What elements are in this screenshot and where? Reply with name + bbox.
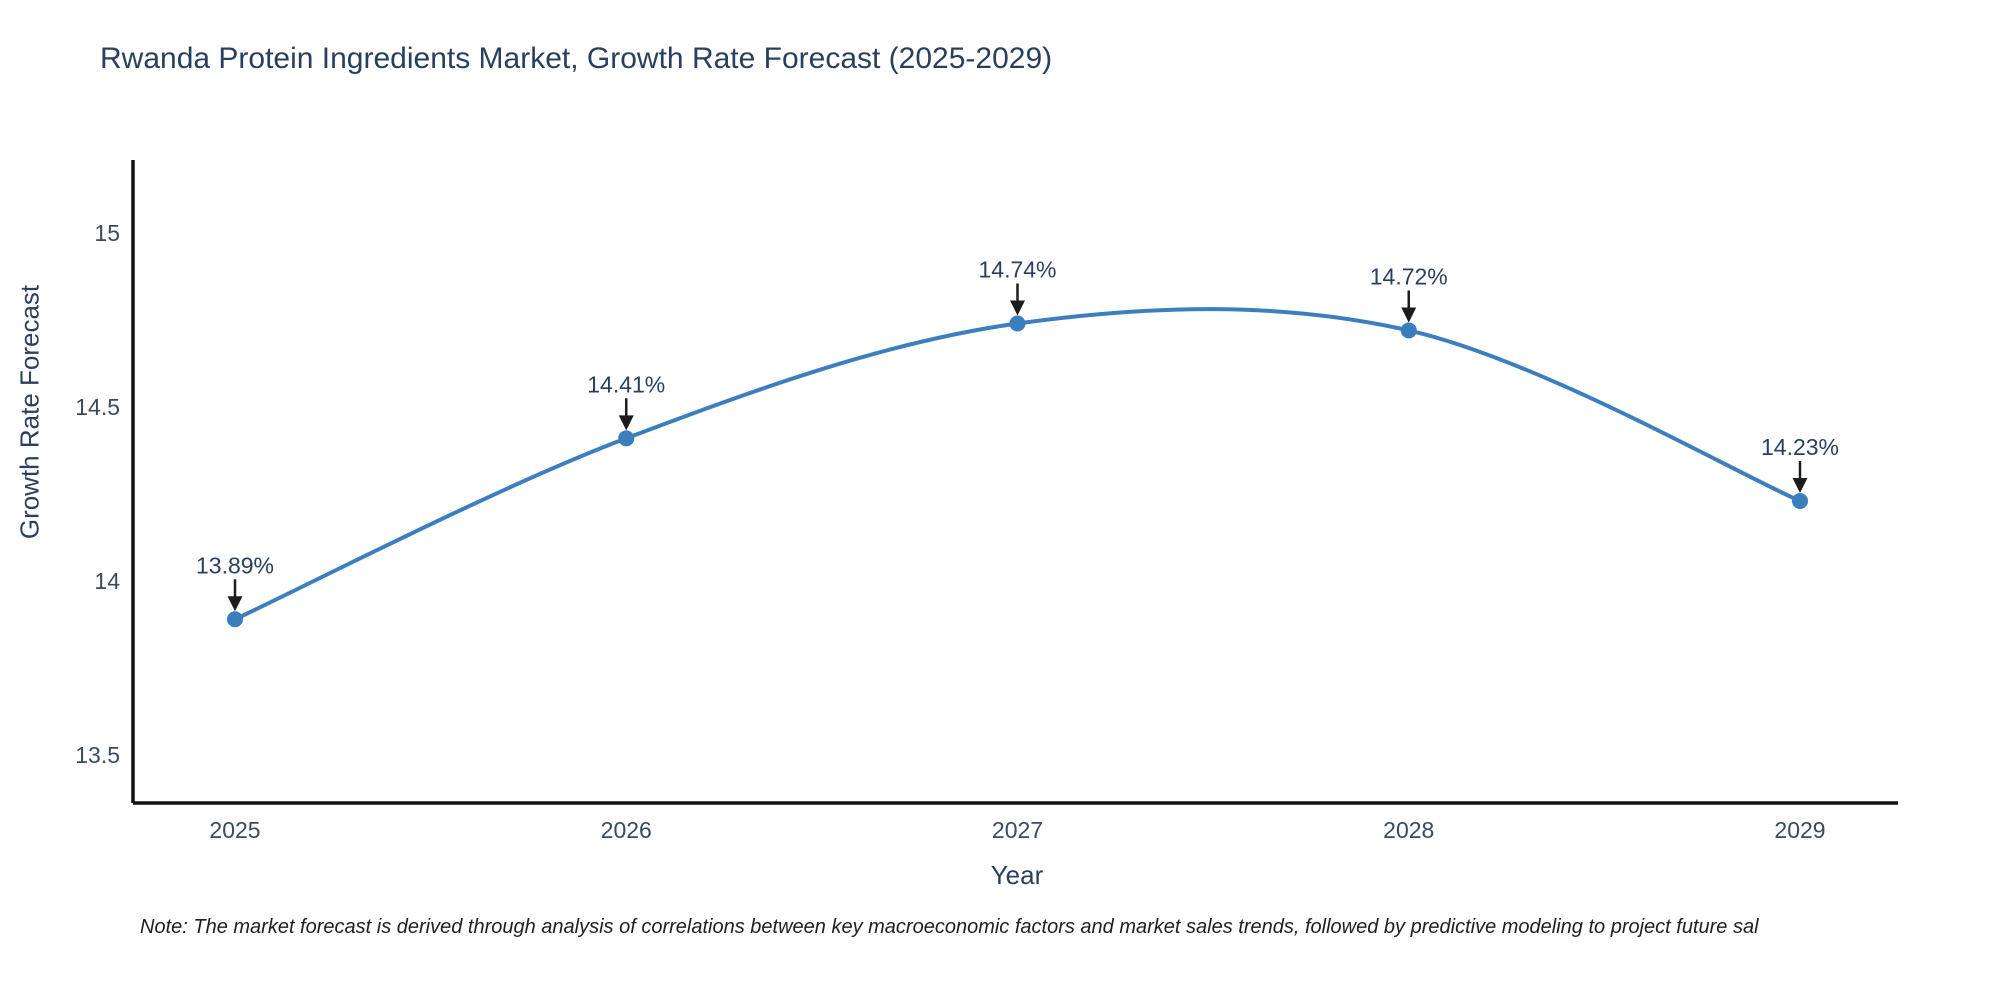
point-annotation-label: 14.41% [587,371,665,397]
x-tick-label: 2028 [1383,817,1434,843]
y-tick-label: 14 [94,568,120,594]
annotation-arrowhead-icon [1010,300,1025,316]
annotation-arrowhead-icon [227,596,243,612]
annotation-arrowhead-icon [618,415,634,431]
annotation-arrowhead-icon [1792,477,1808,493]
x-axis-title: Year [990,860,1044,890]
footnote: Note: The market forecast is derived thr… [140,916,1759,938]
point-annotation-label: 14.23% [1761,434,1839,460]
x-tick-label: 2029 [1774,817,1825,843]
data-point-marker-2025 [227,611,243,628]
y-tick-label: 14.5 [75,394,120,420]
chart-title: Rwanda Protein Ingredients Market, Growt… [100,42,1053,75]
x-tick-label: 2026 [601,817,652,843]
data-point-marker-2028 [1400,322,1417,339]
data-point-marker-2026 [618,430,635,447]
trend-line [233,307,1802,622]
data-point-marker-2029 [1792,492,1808,509]
point-annotation-label: 13.89% [196,552,274,578]
y-tick-label: 15 [94,220,120,246]
y-tick-label: 13.5 [75,742,120,768]
x-tick-label: 2027 [992,817,1043,843]
point-annotation-label: 14.72% [1370,263,1448,289]
annotation-arrowhead-icon [1401,307,1417,323]
x-tick-label: 2025 [209,817,260,843]
point-annotation-label: 14.74% [978,256,1056,282]
data-point-marker-2027 [1009,315,1026,332]
